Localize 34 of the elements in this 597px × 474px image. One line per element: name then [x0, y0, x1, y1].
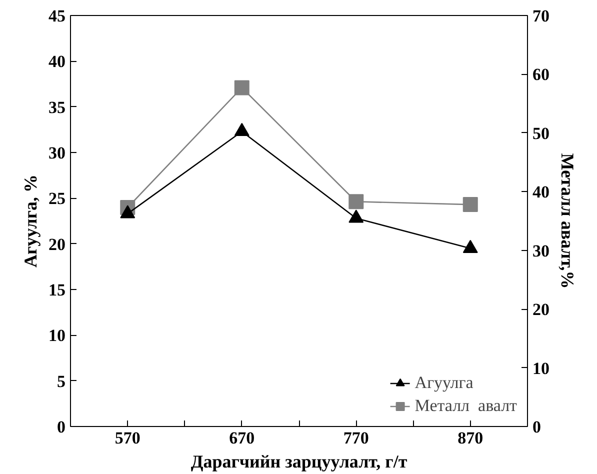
y-tick-label: 20 [48, 234, 66, 254]
y-tick-label: 35 [48, 98, 66, 117]
x-tick-label: 770 [343, 428, 369, 448]
y-tick-label: 15 [48, 280, 66, 300]
y-tick-label: 10 [48, 326, 66, 346]
y2-tick-label: 20 [532, 300, 550, 320]
x-tick-label: 670 [229, 428, 255, 448]
y-axis-title: Агуулга, % [20, 174, 40, 268]
y2-tick-label: 70 [532, 6, 550, 26]
y2-tick-label: 30 [532, 241, 550, 260]
x-axis-title: Дарагчийн зарцуулалт, г/т [190, 452, 408, 472]
y2-tick-label: 40 [532, 182, 550, 202]
legend-label: Металл авалт [414, 396, 517, 416]
point [348, 194, 364, 210]
y2-axis-title: Металл авалт,% [558, 153, 578, 289]
point [234, 80, 250, 96]
point [462, 197, 478, 212]
point [234, 122, 250, 136]
y-tick-label: 40 [48, 52, 66, 72]
x-tick-label: 870 [458, 428, 484, 448]
y-tick-label: 45 [48, 6, 66, 26]
legend-label: Агуулга [414, 373, 474, 393]
y2-tick-label: 60 [532, 65, 550, 84]
y2-tick-label: 10 [532, 358, 550, 378]
y-tick-label: 5 [57, 372, 66, 391]
y-tick-label: 0 [57, 418, 66, 436]
y-tick-label: 25 [48, 189, 66, 208]
y2-tick-label: 0 [532, 418, 541, 436]
point [462, 240, 478, 253]
point [120, 205, 136, 218]
x-tick-label: 570 [114, 428, 140, 448]
y-tick-label: 30 [48, 144, 66, 162]
y2-tick-label: 50 [532, 124, 550, 143]
point [348, 210, 364, 223]
